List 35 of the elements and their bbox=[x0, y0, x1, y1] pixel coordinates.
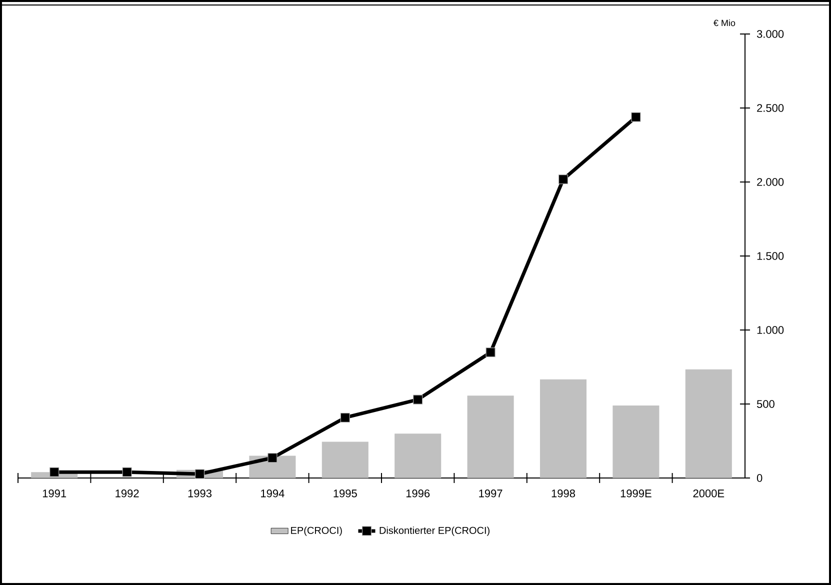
x-tick-label: 1997 bbox=[479, 490, 502, 498]
x-tick-label: 1991 bbox=[42, 490, 66, 498]
point bbox=[268, 453, 278, 463]
point bbox=[50, 467, 60, 477]
point bbox=[486, 348, 496, 358]
y-tick-label: 3.000 bbox=[756, 30, 784, 38]
x-tick-label: 2000E bbox=[693, 490, 724, 498]
x-tick-label: 1992 bbox=[116, 490, 139, 498]
legend-label: EP(CROCI) bbox=[291, 526, 342, 536]
y-tick-label: 500 bbox=[756, 400, 774, 408]
x-tick-label: 1995 bbox=[334, 490, 357, 498]
point bbox=[631, 112, 641, 122]
y-tick-label: 0 bbox=[756, 474, 762, 482]
point bbox=[413, 394, 423, 404]
bar bbox=[322, 442, 368, 478]
bar bbox=[685, 369, 732, 478]
point bbox=[558, 174, 568, 184]
x-tick-label: 1996 bbox=[406, 490, 430, 498]
x-tick-label: 1999E bbox=[620, 490, 652, 498]
x-tick-label: 1998 bbox=[552, 490, 576, 498]
point bbox=[122, 467, 132, 477]
y-tick-label: 1.500 bbox=[757, 252, 784, 260]
bar bbox=[394, 434, 442, 478]
bar bbox=[612, 405, 660, 478]
x-tick-label: 1994 bbox=[261, 490, 284, 498]
y-tick-label: 1.000 bbox=[757, 326, 784, 334]
y-tick-label: 2.500 bbox=[757, 104, 784, 112]
y-axis-title: € Mio bbox=[714, 20, 736, 26]
point bbox=[194, 469, 205, 479]
x-tick-label: 1993 bbox=[188, 490, 212, 498]
bar bbox=[540, 379, 587, 478]
point bbox=[340, 412, 350, 422]
y-tick-label: 2.000 bbox=[757, 178, 784, 186]
bar bbox=[467, 396, 514, 478]
legend-label: Diskontierter EP(CROCI) bbox=[380, 526, 490, 536]
